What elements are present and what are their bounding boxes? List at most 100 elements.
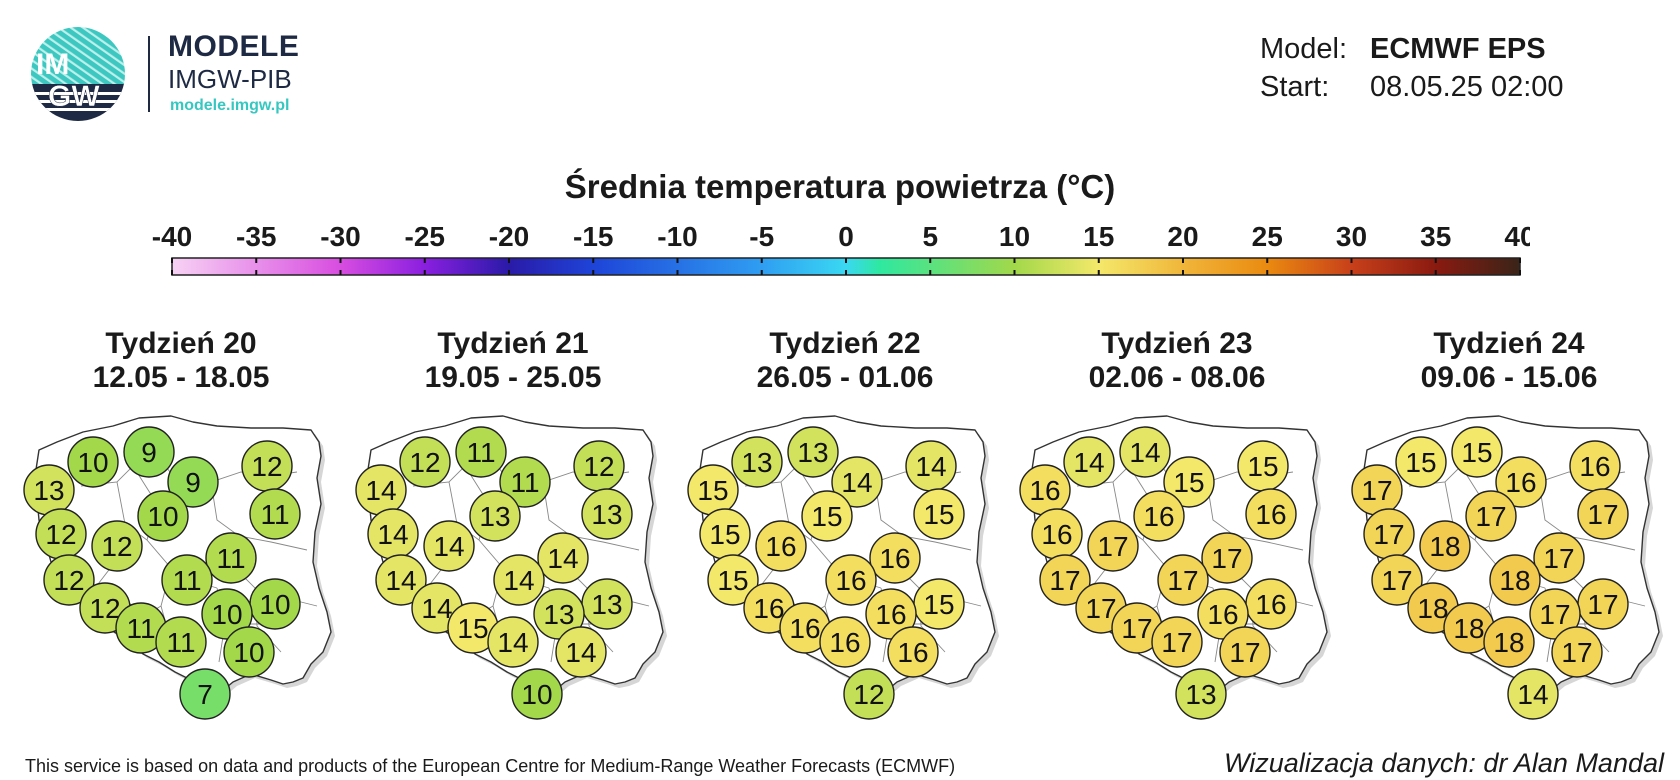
temperature-value: 10 [147,501,178,532]
colorbar-tick-label: -25 [405,221,445,252]
temperature-circle [1119,426,1171,478]
week-title: Tydzień 22 26.05 - 01.06 [695,327,995,395]
temperature-marker: 12 [573,440,625,492]
temperature-value: 17 [1121,613,1152,644]
temperature-value: 17 [1587,589,1618,620]
temperature-value: 10 [521,679,552,710]
temperature-value: 12 [853,679,884,710]
temperature-marker: 11 [155,616,207,668]
temperature-circle [1577,488,1629,540]
temperature-circle [161,554,213,606]
temperature-circle [375,554,427,606]
logo-divider [148,36,150,112]
temperature-value: 14 [385,565,416,596]
temperature-circle [493,554,545,606]
week-title: Tydzień 24 09.06 - 15.06 [1359,327,1659,395]
colorbar-tick-label: 15 [1083,221,1114,252]
visualization-credit: Wizualizacja danych: dr Alan Mandal [1224,748,1664,778]
temperature-circle [1495,456,1547,508]
temperature-value: 14 [565,637,596,668]
temperature-value: 13 [591,589,622,620]
temperature-marker: 11 [161,554,213,606]
temperature-marker: 9 [123,426,175,478]
colorbar-tick-label: 20 [1167,221,1198,252]
week-title: Tydzień 20 12.05 - 18.05 [31,327,331,395]
temperature-value: 17 [1167,565,1198,596]
temperature-marker: 16 [779,602,831,654]
svg-text:IM: IM [36,48,69,81]
start-row: Start: 08.05.25 02:00 [1260,68,1564,106]
colorbar-tick-label: 5 [922,221,938,252]
temperature-value: 15 [1405,447,1436,478]
temperature-value: 12 [53,565,84,596]
temperature-value: 12 [583,451,614,482]
temperature-marker: 14 [831,456,883,508]
temperature-circle [179,668,231,720]
temperature-marker: 14 [423,520,475,572]
week-dates: 12.05 - 18.05 [92,361,270,394]
week-dates: 26.05 - 01.06 [756,361,934,394]
temperature-circle [819,616,871,668]
temperature-circle [1157,554,1209,606]
temperature-marker: 14 [367,508,419,560]
temperature-marker: 14 [487,616,539,668]
temperature-marker: 12 [91,520,143,572]
temperature-circle [1451,426,1503,478]
temperature-circle [155,616,207,668]
temperature-marker: 12 [43,554,95,606]
temperature-circle [487,616,539,668]
temperature-value: 17 [1587,499,1618,530]
brand-url-link[interactable]: modele.imgw.pl [170,97,290,114]
temperature-marker: 17 [1465,490,1517,542]
temperature-value: 11 [166,627,195,658]
temperature-value: 14 [1129,437,1160,468]
temperature-marker: 17 [1111,602,1163,654]
week-title: Tydzień 23 02.06 - 08.06 [1027,327,1327,395]
temperature-marker: 16 [1495,456,1547,508]
temperature-marker: 13 [1175,668,1227,720]
temperature-value: 16 [875,599,906,630]
temperature-circle [1483,616,1535,668]
temperature-value: 16 [789,613,820,644]
temperature-value: 13 [1185,679,1216,710]
temperature-marker: 17 [1577,578,1629,630]
temperature-value: 17 [1539,599,1570,630]
temperature-marker: 17 [1219,626,1271,678]
temperature-value: 16 [1255,499,1286,530]
temperature-value: 16 [1207,599,1238,630]
temperature-marker: 11 [249,488,301,540]
temperature-circle [1551,626,1603,678]
temperature-value: 16 [829,627,860,658]
temperature-value: 17 [1475,501,1506,532]
temperature-circle [1489,554,1541,606]
temperature-value: 16 [1143,501,1174,532]
temperature-circle [511,668,563,720]
temperature-value: 13 [797,437,828,468]
temperature-marker: 17 [1363,508,1415,560]
brand-subtitle: IMGW-PIB [168,64,292,94]
svg-text:GW: GW [48,80,100,113]
map-title: Średnia temperatura powietrza (°C) [564,168,1116,205]
temperature-marker: 13 [787,426,839,478]
temperature-marker: 15 [687,464,739,516]
temperature-value: 17 [1561,637,1592,668]
temperature-marker: 16 [1133,490,1185,542]
temperature-value: 14 [1073,447,1104,478]
temperature-value: 18 [1417,593,1448,624]
temperature-marker: 15 [1163,456,1215,508]
temperature-value: 15 [923,499,954,530]
temperature-circle [1039,554,1091,606]
temperature-value: 17 [1229,637,1260,668]
temperature-value: 14 [421,593,452,624]
temperature-marker: 17 [1157,554,1209,606]
temperature-marker: 14 [1507,668,1559,720]
temperature-circle [423,520,475,572]
imgw-logo[interactable]: IM GW MODELE IMGW-PIB modele.imgw.pl [30,26,390,126]
temperature-value: 16 [1041,519,1072,550]
temperature-circle [731,436,783,488]
temperature-circle [1419,520,1471,572]
temperature-marker: 12 [399,436,451,488]
temperature-circle [249,488,301,540]
